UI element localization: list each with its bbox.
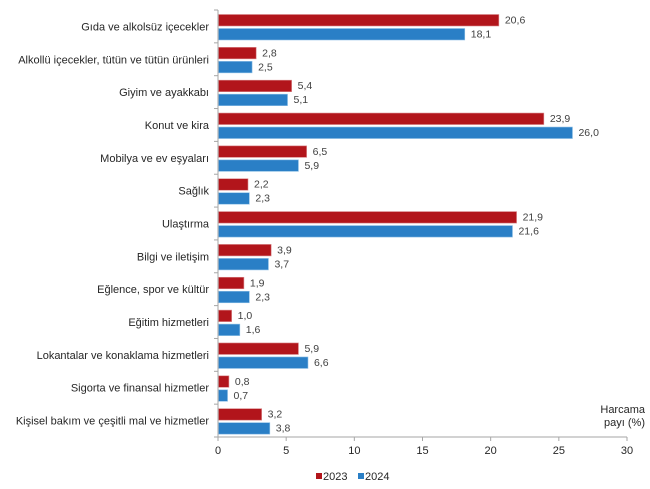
bar-2023-3 [218, 112, 545, 125]
x-tick-label-1: 5 [283, 445, 289, 457]
category-label-5: Sağlık [178, 186, 209, 198]
category-label-7: Bilgi ve iletişim [137, 251, 209, 263]
value-label-2023-3: 23,9 [550, 113, 571, 125]
value-labels: 20,6 2,8 5,4 23,9 6,5 2,2 21,9 3,9 1,9 1,0 5,9 0,8 3… [234, 15, 600, 435]
bar-2023-4 [218, 145, 307, 158]
bar-2024-10 [218, 356, 309, 369]
value-label-2024-7: 3,7 [274, 258, 289, 270]
bar-2024-6 [218, 225, 513, 238]
category-label-11: Sigorta ve finansal hizmetler [71, 383, 210, 395]
bar-2024-1 [218, 61, 253, 74]
legend-label-2023: 2023 [323, 471, 347, 483]
category-label-2: Giyim ve ayakkabı [119, 87, 209, 99]
bar-2023-11 [218, 375, 230, 388]
legend-swatch-2023 [316, 473, 322, 479]
category-label-3: Konut ve kira [145, 120, 210, 132]
bar-2023-12 [218, 408, 262, 421]
bar-2024-0 [218, 28, 466, 41]
x-tick-label-5: 25 [553, 445, 565, 457]
value-label-2024-10: 6,6 [314, 357, 329, 369]
x-axis-title: Harcama payı (%) [600, 404, 646, 429]
value-label-2024-0: 18,1 [471, 29, 492, 41]
value-label-2023-11: 0,8 [235, 376, 250, 388]
category-label-9: Eğitim hizmetleri [128, 317, 209, 329]
category-label-0: Gıda ve alkolsüz içecekler [81, 21, 209, 33]
bar-2023-6 [218, 211, 517, 224]
value-label-2023-0: 20,6 [505, 15, 526, 27]
value-label-2024-3: 26,0 [578, 127, 599, 139]
bar-2024-8 [218, 290, 250, 304]
bar-2024-12 [218, 422, 271, 435]
category-label-12: Kişisel bakım ve çeşitli mal ve hizmetle… [16, 416, 210, 428]
category-label-1: Alkollü içecekler, tütün ve tütün ürünle… [18, 54, 209, 66]
bar-2024-4 [218, 159, 299, 172]
axes: 0 5 10 15 20 25 30 [214, 9, 633, 457]
category-label-6: Ulaştırma [162, 219, 210, 231]
bar-2023-5 [218, 178, 249, 191]
bar-2023-1 [218, 47, 257, 60]
value-label-2024-9: 1,6 [246, 324, 261, 336]
legend: 2023 2024 [316, 471, 389, 483]
value-label-2024-6: 21,6 [518, 226, 539, 238]
bars-layer [218, 14, 573, 435]
value-label-2023-6: 21,9 [523, 212, 544, 224]
value-label-2023-2: 5,4 [298, 80, 313, 92]
legend-swatch-2024 [358, 473, 364, 479]
category-labels: Gıda ve alkolsüz içecekler Alkollü içecek… [16, 21, 210, 427]
value-label-2023-1: 2,8 [262, 47, 277, 59]
bar-2023-0 [218, 14, 500, 27]
bar-2024-5 [218, 192, 250, 205]
value-label-2024-5: 2,3 [255, 193, 270, 205]
x-tick-label-2: 10 [348, 445, 360, 457]
x-tick-label-0: 0 [215, 445, 221, 457]
value-label-2024-2: 5,1 [294, 94, 309, 106]
value-label-2024-8: 2,3 [255, 291, 270, 303]
x-tick-label-6: 30 [621, 445, 633, 457]
category-label-8: Eğlence, spor ve kültür [97, 284, 209, 296]
bar-2024-3 [218, 126, 573, 139]
x-axis-title-line-2: payı (%) [604, 417, 645, 429]
value-label-2024-12: 3,8 [276, 423, 291, 435]
bar-2023-8 [218, 276, 245, 290]
category-label-10: Lokantalar ve konaklama hizmetleri [37, 350, 209, 362]
legend-label-2024: 2024 [365, 471, 389, 483]
x-tick-label-4: 20 [485, 445, 497, 457]
value-label-2024-11: 0,7 [234, 390, 249, 402]
bar-2024-9 [218, 323, 241, 336]
bar-2023-9 [218, 309, 232, 322]
value-label-2023-9: 1,0 [238, 310, 253, 322]
bar-2023-2 [218, 79, 292, 92]
bar-2024-7 [218, 258, 269, 271]
bar-2023-10 [218, 342, 299, 355]
value-label-2024-4: 5,9 [304, 160, 319, 172]
value-label-2023-4: 6,5 [313, 146, 328, 158]
value-label-2023-5: 2,2 [254, 179, 269, 191]
value-label-2023-12: 3,2 [268, 409, 283, 421]
bar-2024-11 [218, 389, 228, 402]
value-label-2023-7: 3,9 [277, 244, 292, 256]
value-label-2023-8: 1,9 [250, 277, 265, 289]
value-label-2024-1: 2,5 [258, 61, 273, 73]
x-tick-label-3: 15 [416, 445, 428, 457]
bar-2024-2 [218, 93, 288, 106]
x-axis-title-line-1: Harcama [600, 404, 646, 416]
bar-2023-7 [218, 244, 272, 257]
value-label-2023-10: 5,9 [304, 343, 319, 355]
category-label-4: Mobilya ve ev eşyaları [100, 153, 209, 165]
